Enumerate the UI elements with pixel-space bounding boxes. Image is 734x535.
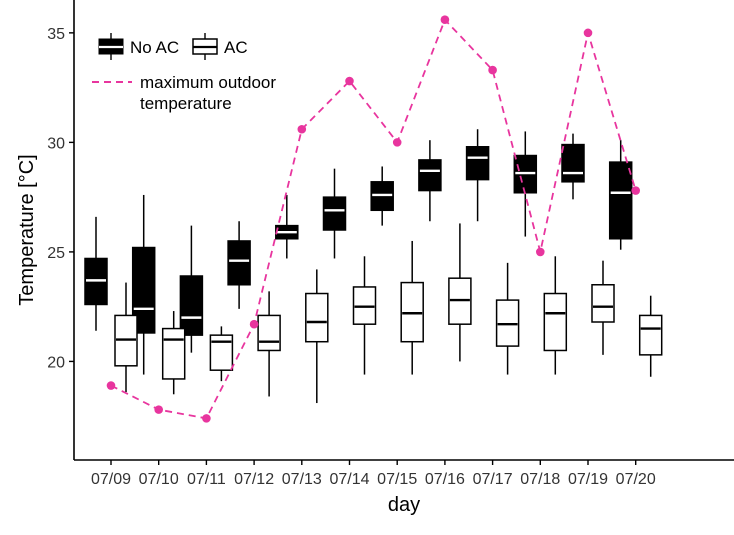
box-ac-1 bbox=[161, 311, 186, 395]
box-ac-2 bbox=[209, 326, 234, 382]
box-body bbox=[179, 275, 204, 336]
outdoor-temperature-point-11 bbox=[631, 186, 640, 195]
box-ac-3 bbox=[257, 291, 281, 397]
x-tick-label-6: 07/15 bbox=[377, 471, 417, 488]
box-body bbox=[591, 284, 615, 323]
box-no-ac-6 bbox=[370, 166, 394, 226]
box-body bbox=[131, 246, 156, 334]
box-body bbox=[227, 240, 251, 286]
y-tick-label-25: 25 bbox=[47, 245, 65, 262]
legend-label-ac: AC bbox=[224, 38, 248, 57]
x-tick-label-2: 07/11 bbox=[187, 471, 226, 488]
outdoor-temperature-point-7 bbox=[440, 15, 450, 25]
legend-label-outdoor-line1: maximum outdoor bbox=[140, 73, 276, 92]
box-no-ac-9 bbox=[513, 131, 538, 237]
box-body bbox=[418, 159, 442, 192]
box-body bbox=[561, 143, 585, 183]
outdoor-temperature-point-6 bbox=[392, 138, 402, 147]
outdoor-temperature-point-10 bbox=[583, 28, 593, 38]
outdoor-temperature-point-2 bbox=[202, 414, 211, 423]
box-no-ac-0 bbox=[84, 216, 108, 331]
outdoor-temperature-point-4 bbox=[297, 124, 307, 134]
box-no-ac-5 bbox=[322, 168, 347, 259]
x-tick-label-3: 07/12 bbox=[234, 471, 274, 488]
box-no-ac-8 bbox=[465, 129, 490, 222]
box-ac-7 bbox=[448, 223, 472, 362]
x-tick-label-9: 07/18 bbox=[520, 471, 560, 488]
outdoor-temperature-point-9 bbox=[536, 247, 545, 257]
outdoor-temperature-point-1 bbox=[154, 405, 163, 414]
box-body bbox=[322, 196, 347, 231]
box-ac-9 bbox=[543, 256, 568, 375]
box-ac-10 bbox=[591, 260, 615, 355]
legend-key-ac bbox=[192, 33, 218, 60]
box-ac-11 bbox=[638, 295, 663, 377]
x-axis-title: day bbox=[388, 494, 420, 516]
y-tick-label-35: 35 bbox=[47, 26, 65, 43]
outdoor-temperature-point-0 bbox=[106, 381, 116, 390]
box-body bbox=[608, 161, 633, 240]
x-tick-label-7: 07/16 bbox=[425, 471, 465, 488]
x-tick-label-11: 07/20 bbox=[616, 471, 656, 488]
x-ticks: 07/09 07/10 07/11 07/12 07/13 07/14 07/15 07/16… bbox=[91, 460, 656, 488]
x-tick-label-10: 07/19 bbox=[568, 471, 608, 488]
box-ac-6 bbox=[400, 240, 424, 375]
axes bbox=[73, 0, 734, 461]
x-tick-label-5: 07/14 bbox=[329, 471, 369, 488]
box-no-ac-7 bbox=[418, 140, 442, 222]
box-ac-8 bbox=[495, 262, 520, 375]
box-body bbox=[305, 292, 329, 343]
outdoor-temperature-point-5 bbox=[345, 76, 354, 86]
box-body bbox=[543, 292, 568, 352]
y-ticks: 20 25 30 35 bbox=[47, 26, 74, 371]
y-tick-label-30: 30 bbox=[47, 135, 65, 152]
box-body bbox=[161, 327, 186, 380]
legend-key-no-ac bbox=[98, 33, 124, 60]
y-tick-label-20: 20 bbox=[47, 354, 65, 371]
box-body bbox=[638, 314, 663, 356]
x-tick-label-1: 07/10 bbox=[139, 471, 179, 488]
legend-label-no-ac: No AC bbox=[130, 38, 179, 57]
box-body bbox=[209, 334, 234, 371]
box-ac-5 bbox=[352, 256, 377, 375]
box-ac-0 bbox=[114, 282, 138, 393]
y-axis-title: Temperature [°C] bbox=[16, 154, 38, 305]
plot-area bbox=[84, 15, 663, 423]
outdoor-temperature-point-3 bbox=[249, 319, 259, 329]
box-no-ac-10 bbox=[561, 133, 585, 200]
legend: No AC AC maximum outdoor temperature bbox=[92, 33, 276, 113]
box-body bbox=[257, 314, 281, 352]
box-no-ac-11 bbox=[608, 140, 633, 250]
x-tick-label-8: 07/17 bbox=[473, 471, 513, 488]
box-no-ac-2 bbox=[179, 225, 204, 353]
box-ac-4 bbox=[305, 269, 329, 404]
box-no-ac-3 bbox=[227, 221, 251, 309]
x-tick-label-4: 07/13 bbox=[282, 471, 322, 488]
box-no-ac-1 bbox=[131, 194, 156, 375]
x-tick-label-0: 07/09 bbox=[91, 471, 131, 488]
legend-label-outdoor-line2: temperature bbox=[140, 94, 232, 113]
box-no-ac-4 bbox=[275, 194, 299, 259]
outdoor-temperature-point-8 bbox=[488, 65, 497, 75]
box-body bbox=[465, 146, 490, 181]
